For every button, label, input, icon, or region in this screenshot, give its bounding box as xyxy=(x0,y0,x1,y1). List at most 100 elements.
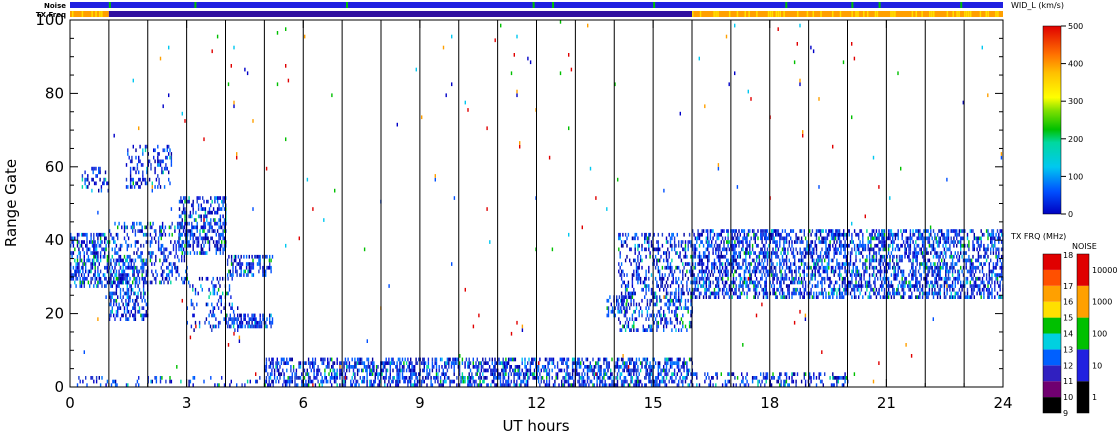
echo-cell xyxy=(631,280,634,285)
echo-cell xyxy=(773,229,775,233)
echo-cell xyxy=(262,317,264,321)
echo-cell xyxy=(478,365,480,369)
echo-cell xyxy=(435,365,438,369)
echo-cell xyxy=(461,376,464,380)
echo-cell xyxy=(232,317,234,321)
echo-cell xyxy=(818,273,820,277)
echo-cell xyxy=(629,372,631,376)
echo-cell xyxy=(648,317,650,321)
echo-cell xyxy=(704,254,706,259)
echo-cell xyxy=(858,287,860,292)
echo-cell xyxy=(894,232,897,237)
echo-cell xyxy=(878,247,880,252)
echo-cell xyxy=(205,317,208,321)
echo-cell xyxy=(93,166,96,171)
echo-cell xyxy=(645,284,647,288)
echo-cell xyxy=(104,170,107,175)
echo-cell xyxy=(707,258,709,263)
echo-cell xyxy=(821,236,823,241)
echo-cell xyxy=(829,284,831,288)
echo-cell xyxy=(618,317,620,321)
echo-cell xyxy=(157,247,160,252)
echo-cell xyxy=(599,372,601,376)
echo-cell xyxy=(193,225,196,230)
echo-cell xyxy=(212,313,214,318)
echo-cell xyxy=(149,225,152,230)
echo-cell xyxy=(509,368,511,373)
echo-cell xyxy=(176,240,179,244)
echo-cell xyxy=(747,269,750,274)
echo-cell xyxy=(878,269,880,274)
echo-cell xyxy=(908,287,910,292)
echo-cell xyxy=(247,269,249,274)
echo-cell xyxy=(571,361,574,365)
echo-cell xyxy=(141,276,143,281)
echo-cell xyxy=(667,291,669,296)
echo-cell xyxy=(306,383,308,387)
echo-cell xyxy=(101,232,103,237)
echo-cell xyxy=(180,243,182,248)
echo-cell xyxy=(78,269,80,274)
noise-strip-mark xyxy=(532,2,535,8)
echo-cell xyxy=(693,291,695,296)
echo-cell xyxy=(660,254,662,259)
echo-cell xyxy=(894,265,897,270)
echo-cell xyxy=(686,306,688,310)
echo-cell xyxy=(641,309,643,314)
echo-cell xyxy=(614,368,616,373)
echo-cell xyxy=(458,368,461,373)
echo-cell xyxy=(309,379,311,384)
echo-cell xyxy=(181,258,183,263)
echo-cell xyxy=(682,247,684,252)
echo-cell xyxy=(726,240,728,244)
echo-cell xyxy=(738,295,740,299)
echo-cell xyxy=(815,291,818,296)
echo-cell xyxy=(868,280,871,285)
echo-cell xyxy=(209,324,212,329)
echo-cell xyxy=(142,280,145,285)
echo-cell xyxy=(673,247,676,252)
echo-cell xyxy=(463,376,465,380)
echo-cell xyxy=(473,383,476,387)
echo-cell xyxy=(672,298,674,303)
echo-cell xyxy=(883,229,886,233)
echo-cell xyxy=(747,284,750,288)
echo-cell xyxy=(105,236,107,241)
echo-cell xyxy=(228,302,231,307)
echo-cell xyxy=(95,276,98,281)
echo-cell xyxy=(484,357,487,362)
echo-cell xyxy=(684,361,687,365)
echo-cell xyxy=(192,203,194,208)
echo-cell xyxy=(832,291,834,296)
echo-cell xyxy=(80,265,83,270)
echo-cell xyxy=(785,258,788,263)
txfreq-strip-flicker xyxy=(771,11,774,17)
echo-cell xyxy=(108,276,111,281)
echo-cell xyxy=(818,265,820,270)
echo-cell xyxy=(175,269,177,274)
echo-cell xyxy=(882,229,884,233)
echo-cell xyxy=(132,166,134,171)
echo-cell xyxy=(825,291,827,296)
echo-cell xyxy=(389,368,391,373)
echo-cell xyxy=(336,361,338,365)
echo-cell xyxy=(795,269,797,274)
echo-cell xyxy=(845,254,848,259)
echo-cell xyxy=(429,368,431,373)
echo-cell xyxy=(746,243,748,248)
echo-cell xyxy=(562,383,564,387)
echo-cell xyxy=(498,376,500,380)
echo-cell xyxy=(219,276,221,281)
echo-cell xyxy=(461,372,464,376)
echo-cell xyxy=(606,298,608,303)
echo-cell xyxy=(127,265,130,270)
echo-cell xyxy=(631,295,634,299)
echo-cell xyxy=(207,221,209,226)
echo-cell xyxy=(290,368,292,373)
echo-cell xyxy=(336,372,338,376)
echo-cell xyxy=(721,276,724,281)
echo-cell xyxy=(747,262,750,266)
echo-cell xyxy=(667,320,669,325)
echo-cell xyxy=(668,368,670,373)
echo-cell xyxy=(897,284,899,288)
